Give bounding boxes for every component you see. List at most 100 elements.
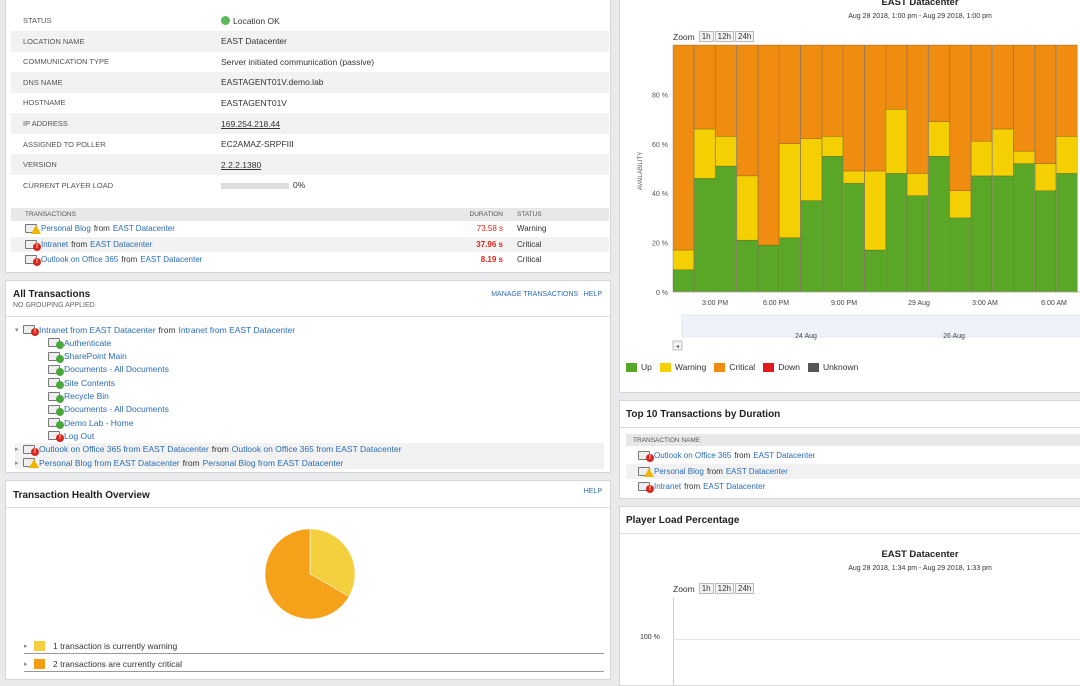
transaction-link[interactable]: Outlook on Office 365 xyxy=(41,255,119,264)
tree-item-source-link[interactable]: Outlook on Office 365 from EAST Datacent… xyxy=(231,444,402,455)
health-help-link[interactable]: HELP xyxy=(583,488,602,495)
tree-step-row[interactable]: Authenticate xyxy=(48,336,604,350)
availability-bar-critical[interactable] xyxy=(1034,44,1057,164)
availability-bar-warning[interactable] xyxy=(1013,151,1035,164)
health-pie-chart[interactable] xyxy=(263,527,357,621)
detail-value[interactable]: 169.254.218.44 xyxy=(221,119,280,129)
chevron-left-icon[interactable]: ◂ xyxy=(676,344,679,350)
tree-transaction-row[interactable]: ▸! Outlook on Office 365 from EAST Datace… xyxy=(15,442,604,456)
availability-bar-critical[interactable] xyxy=(885,44,907,110)
availability-bar-critical[interactable] xyxy=(800,44,822,140)
availability-bar-up[interactable] xyxy=(864,249,886,293)
zoom-12h-button[interactable]: 12h xyxy=(714,583,734,594)
availability-bar-critical[interactable] xyxy=(694,44,716,130)
availability-bar-up[interactable] xyxy=(694,178,716,293)
tree-transaction-row[interactable]: ▾! Intranet from EAST Datacenter from Intra… xyxy=(15,323,604,336)
help-link[interactable]: HELP xyxy=(583,291,602,298)
caret-down-icon[interactable]: ▾ xyxy=(15,326,19,334)
availability-bar-warning[interactable] xyxy=(1034,163,1057,191)
availability-bar-critical[interactable] xyxy=(715,44,737,137)
availability-bar-critical[interactable] xyxy=(864,44,886,172)
availability-bar-warning[interactable] xyxy=(779,143,801,238)
legend-label[interactable]: Critical xyxy=(729,362,756,372)
availability-bar-critical[interactable] xyxy=(779,44,801,144)
availability-bar-warning[interactable] xyxy=(821,136,844,157)
location-link[interactable]: EAST Datacenter xyxy=(90,239,153,249)
transaction-link[interactable]: Intranet xyxy=(41,239,69,249)
zoom-24h-button[interactable]: 24h xyxy=(735,583,755,594)
zoom-12h-button[interactable]: 12h xyxy=(714,31,734,42)
availability-bar-up[interactable] xyxy=(992,175,1014,293)
availability-bar-up[interactable] xyxy=(715,165,737,293)
availability-bar-warning[interactable] xyxy=(864,170,886,251)
availability-bar-up[interactable] xyxy=(885,173,907,293)
availability-bar-critical[interactable] xyxy=(1013,44,1035,152)
tree-item-source-link[interactable]: Personal Blog from EAST Datacenter xyxy=(202,457,344,468)
availability-bar-up[interactable] xyxy=(928,155,950,293)
legend-label[interactable]: Up xyxy=(641,362,652,372)
availability-bar-up[interactable] xyxy=(672,269,694,293)
availability-bar-critical[interactable] xyxy=(907,44,929,174)
tree-item-link[interactable]: Site Contents xyxy=(64,377,116,388)
health-legend-row[interactable]: ▸ 2 transactions are currently critical xyxy=(24,656,604,672)
availability-bar-up[interactable] xyxy=(800,200,822,293)
availability-bar-up[interactable] xyxy=(821,155,844,293)
availability-bar-up[interactable] xyxy=(1056,173,1078,293)
transaction-link[interactable]: Personal Blog xyxy=(41,224,91,233)
health-legend-row[interactable]: ▸ 1 transaction is currently warning xyxy=(24,638,604,654)
availability-bar-warning[interactable] xyxy=(949,190,971,219)
availability-bar-warning[interactable] xyxy=(715,136,737,167)
availability-bar-up[interactable] xyxy=(907,195,929,293)
pie-slice-warning[interactable] xyxy=(309,528,356,597)
tree-item-link[interactable]: Personal Blog from EAST Datacenter xyxy=(39,457,180,468)
tree-step-row[interactable]: Documents - All Documents xyxy=(48,403,604,416)
tree-item-link[interactable]: Recycle Bin xyxy=(64,391,109,401)
location-link[interactable]: EAST Datacenter xyxy=(140,255,203,264)
availability-bar-up[interactable] xyxy=(736,239,758,293)
availability-bar-critical[interactable] xyxy=(992,44,1014,130)
caret-right-icon[interactable]: ▸ xyxy=(24,642,28,650)
availability-bar-critical[interactable] xyxy=(1056,44,1078,137)
availability-bar-critical[interactable] xyxy=(758,44,780,246)
tree-step-row[interactable]: Site Contents xyxy=(48,376,604,390)
tree-step-row[interactable]: Demo Lab - Home xyxy=(48,416,604,430)
zoom-1h-button[interactable]: 1h xyxy=(698,31,714,42)
navigator-left-button[interactable] xyxy=(672,340,683,351)
tree-item-link[interactable]: Authenticate xyxy=(64,337,112,348)
caret-right-icon[interactable]: ▸ xyxy=(24,660,28,668)
tree-transaction-row[interactable]: ▸ Personal Blog from EAST Datacenter from P… xyxy=(15,456,604,469)
availability-bar-critical[interactable] xyxy=(672,44,694,251)
availability-bar-warning[interactable] xyxy=(885,109,907,174)
pie-slice-critical[interactable] xyxy=(264,528,350,620)
availability-bar-up[interactable] xyxy=(1034,190,1057,293)
legend-label[interactable]: Down xyxy=(778,362,800,372)
tree-step-row[interactable]: Recycle Bin xyxy=(48,390,604,403)
tree-item-link[interactable]: SharePoint Main xyxy=(64,351,127,362)
location-link[interactable]: EAST Datacenter xyxy=(725,466,788,476)
availability-bar-critical[interactable] xyxy=(736,44,758,177)
tree-item-link[interactable]: Documents - All Documents xyxy=(64,364,169,375)
location-link[interactable]: EAST Datacenter xyxy=(112,224,175,233)
availability-bar-critical[interactable] xyxy=(821,44,844,137)
availability-bar-warning[interactable] xyxy=(736,175,758,241)
availability-bar-up[interactable] xyxy=(1013,163,1035,293)
tree-step-row[interactable]: ! Log Out xyxy=(48,429,604,443)
availability-bar-critical[interactable] xyxy=(928,44,950,122)
transaction-link[interactable]: Personal Blog xyxy=(654,466,704,476)
availability-bar-up[interactable] xyxy=(843,183,865,293)
legend-label[interactable]: Unknown xyxy=(822,362,859,372)
tree-item-link[interactable]: Demo Lab - Home xyxy=(64,417,134,428)
tree-item-source-link[interactable]: Intranet from EAST Datacenter xyxy=(178,324,296,335)
availability-bar-warning[interactable] xyxy=(694,128,716,179)
availability-bar-warning[interactable] xyxy=(971,141,993,177)
transaction-link[interactable]: Outlook on Office 365 xyxy=(654,451,732,460)
transaction-link[interactable]: Intranet xyxy=(654,482,682,491)
availability-bar-up[interactable] xyxy=(779,237,801,293)
availability-bar-warning[interactable] xyxy=(907,173,929,196)
tree-step-row[interactable]: Documents - All Documents xyxy=(48,363,604,376)
availability-bar-up[interactable] xyxy=(971,175,993,293)
legend-label[interactable]: Warning xyxy=(674,362,707,372)
availability-bar-up[interactable] xyxy=(758,244,780,293)
caret-right-icon[interactable]: ▸ xyxy=(15,459,19,467)
tree-item-link[interactable]: Log Out xyxy=(64,430,95,441)
